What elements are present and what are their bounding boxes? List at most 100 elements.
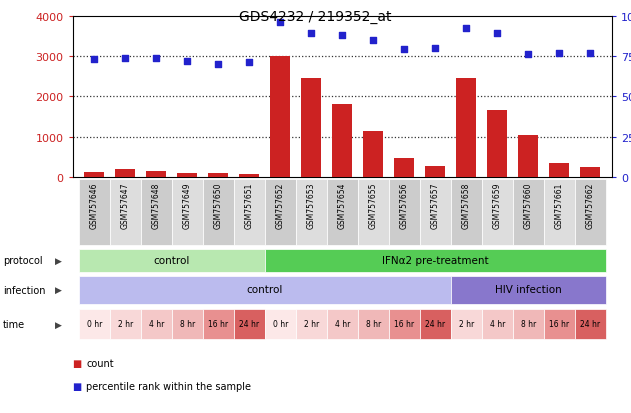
Text: ▶: ▶ (56, 320, 62, 329)
Text: 16 hr: 16 hr (550, 319, 569, 328)
Bar (79, 249, 265, 272)
Text: 8 hr: 8 hr (180, 319, 195, 328)
Bar (79, 276, 451, 304)
Point (89, 57, 99, 63)
Text: 24 hr: 24 hr (239, 319, 259, 328)
Point (492, 31, 502, 38)
Text: control: control (247, 285, 283, 294)
Bar (549, 164, 569, 178)
Bar (110, 180, 141, 246)
Point (430, 45, 440, 52)
Bar (115, 169, 136, 178)
Point (182, 58, 192, 65)
Text: GSM757659: GSM757659 (493, 182, 502, 229)
Bar (487, 111, 507, 178)
Bar (265, 309, 296, 339)
Bar (234, 180, 265, 246)
Point (275, 20, 285, 26)
Text: 2 hr: 2 hr (459, 319, 474, 328)
Bar (389, 309, 420, 339)
Text: control: control (153, 255, 190, 265)
Bar (141, 309, 172, 339)
Bar (518, 135, 538, 178)
Bar (420, 309, 451, 339)
Text: IFNα2 pre-treatment: IFNα2 pre-treatment (382, 255, 488, 265)
Text: GSM757662: GSM757662 (586, 182, 595, 228)
Text: 24 hr: 24 hr (425, 319, 445, 328)
Bar (203, 180, 234, 246)
Bar (425, 166, 445, 178)
Text: GSM757656: GSM757656 (400, 182, 409, 229)
Bar (296, 180, 327, 246)
Bar (451, 180, 482, 246)
Text: percentile rank within the sample: percentile rank within the sample (86, 381, 251, 391)
Point (399, 47, 410, 54)
Bar (544, 309, 575, 339)
Bar (363, 131, 384, 178)
Text: ■: ■ (73, 358, 82, 368)
Point (213, 62, 223, 68)
Text: ▶: ▶ (56, 286, 62, 294)
Text: GSM757651: GSM757651 (245, 182, 254, 228)
Text: infection: infection (3, 285, 45, 295)
Text: GSM757647: GSM757647 (121, 182, 130, 229)
Bar (358, 309, 389, 339)
Bar (146, 171, 167, 178)
Text: 8 hr: 8 hr (521, 319, 536, 328)
Bar (482, 180, 513, 246)
Point (306, 31, 316, 38)
Bar (234, 309, 265, 339)
Text: GSM757652: GSM757652 (276, 182, 285, 228)
Bar (420, 180, 451, 246)
Text: GSM757660: GSM757660 (524, 182, 533, 229)
Point (523, 52, 533, 59)
Text: 0 hr: 0 hr (86, 319, 102, 328)
Bar (110, 309, 141, 339)
Bar (79, 309, 110, 339)
Bar (513, 309, 544, 339)
Point (586, 50, 596, 57)
Bar (575, 309, 606, 339)
Bar (581, 168, 601, 178)
Bar (296, 309, 327, 339)
Text: GSM757654: GSM757654 (338, 182, 347, 229)
Text: HIV infection: HIV infection (495, 285, 562, 294)
Bar (575, 180, 606, 246)
Text: 4 hr: 4 hr (334, 319, 350, 328)
Bar (84, 173, 104, 178)
Text: count: count (86, 358, 114, 368)
Text: 16 hr: 16 hr (394, 319, 415, 328)
Text: GSM757661: GSM757661 (555, 182, 564, 228)
Point (337, 33, 347, 39)
Bar (327, 309, 358, 339)
Bar (389, 180, 420, 246)
Point (151, 55, 162, 62)
Text: 8 hr: 8 hr (366, 319, 381, 328)
Point (554, 50, 564, 57)
Text: time: time (3, 319, 25, 329)
Text: 2 hr: 2 hr (117, 319, 133, 328)
Text: GSM757646: GSM757646 (90, 182, 99, 229)
Bar (141, 180, 172, 246)
Text: GSM757648: GSM757648 (152, 182, 161, 228)
Bar (208, 173, 228, 178)
Bar (327, 180, 358, 246)
Text: 2 hr: 2 hr (304, 319, 319, 328)
Text: GSM757658: GSM757658 (462, 182, 471, 228)
Text: 4 hr: 4 hr (148, 319, 164, 328)
Text: 4 hr: 4 hr (490, 319, 505, 328)
Bar (482, 309, 513, 339)
Bar (456, 79, 476, 178)
Bar (333, 105, 352, 178)
Text: 16 hr: 16 hr (208, 319, 228, 328)
Text: GSM757657: GSM757657 (431, 182, 440, 229)
Bar (172, 309, 203, 339)
Text: GSM757655: GSM757655 (369, 182, 378, 229)
Point (461, 26, 471, 33)
Bar (394, 158, 415, 178)
Bar (79, 180, 110, 246)
Bar (265, 249, 606, 272)
Point (369, 38, 379, 44)
Bar (513, 180, 544, 246)
Bar (358, 180, 389, 246)
